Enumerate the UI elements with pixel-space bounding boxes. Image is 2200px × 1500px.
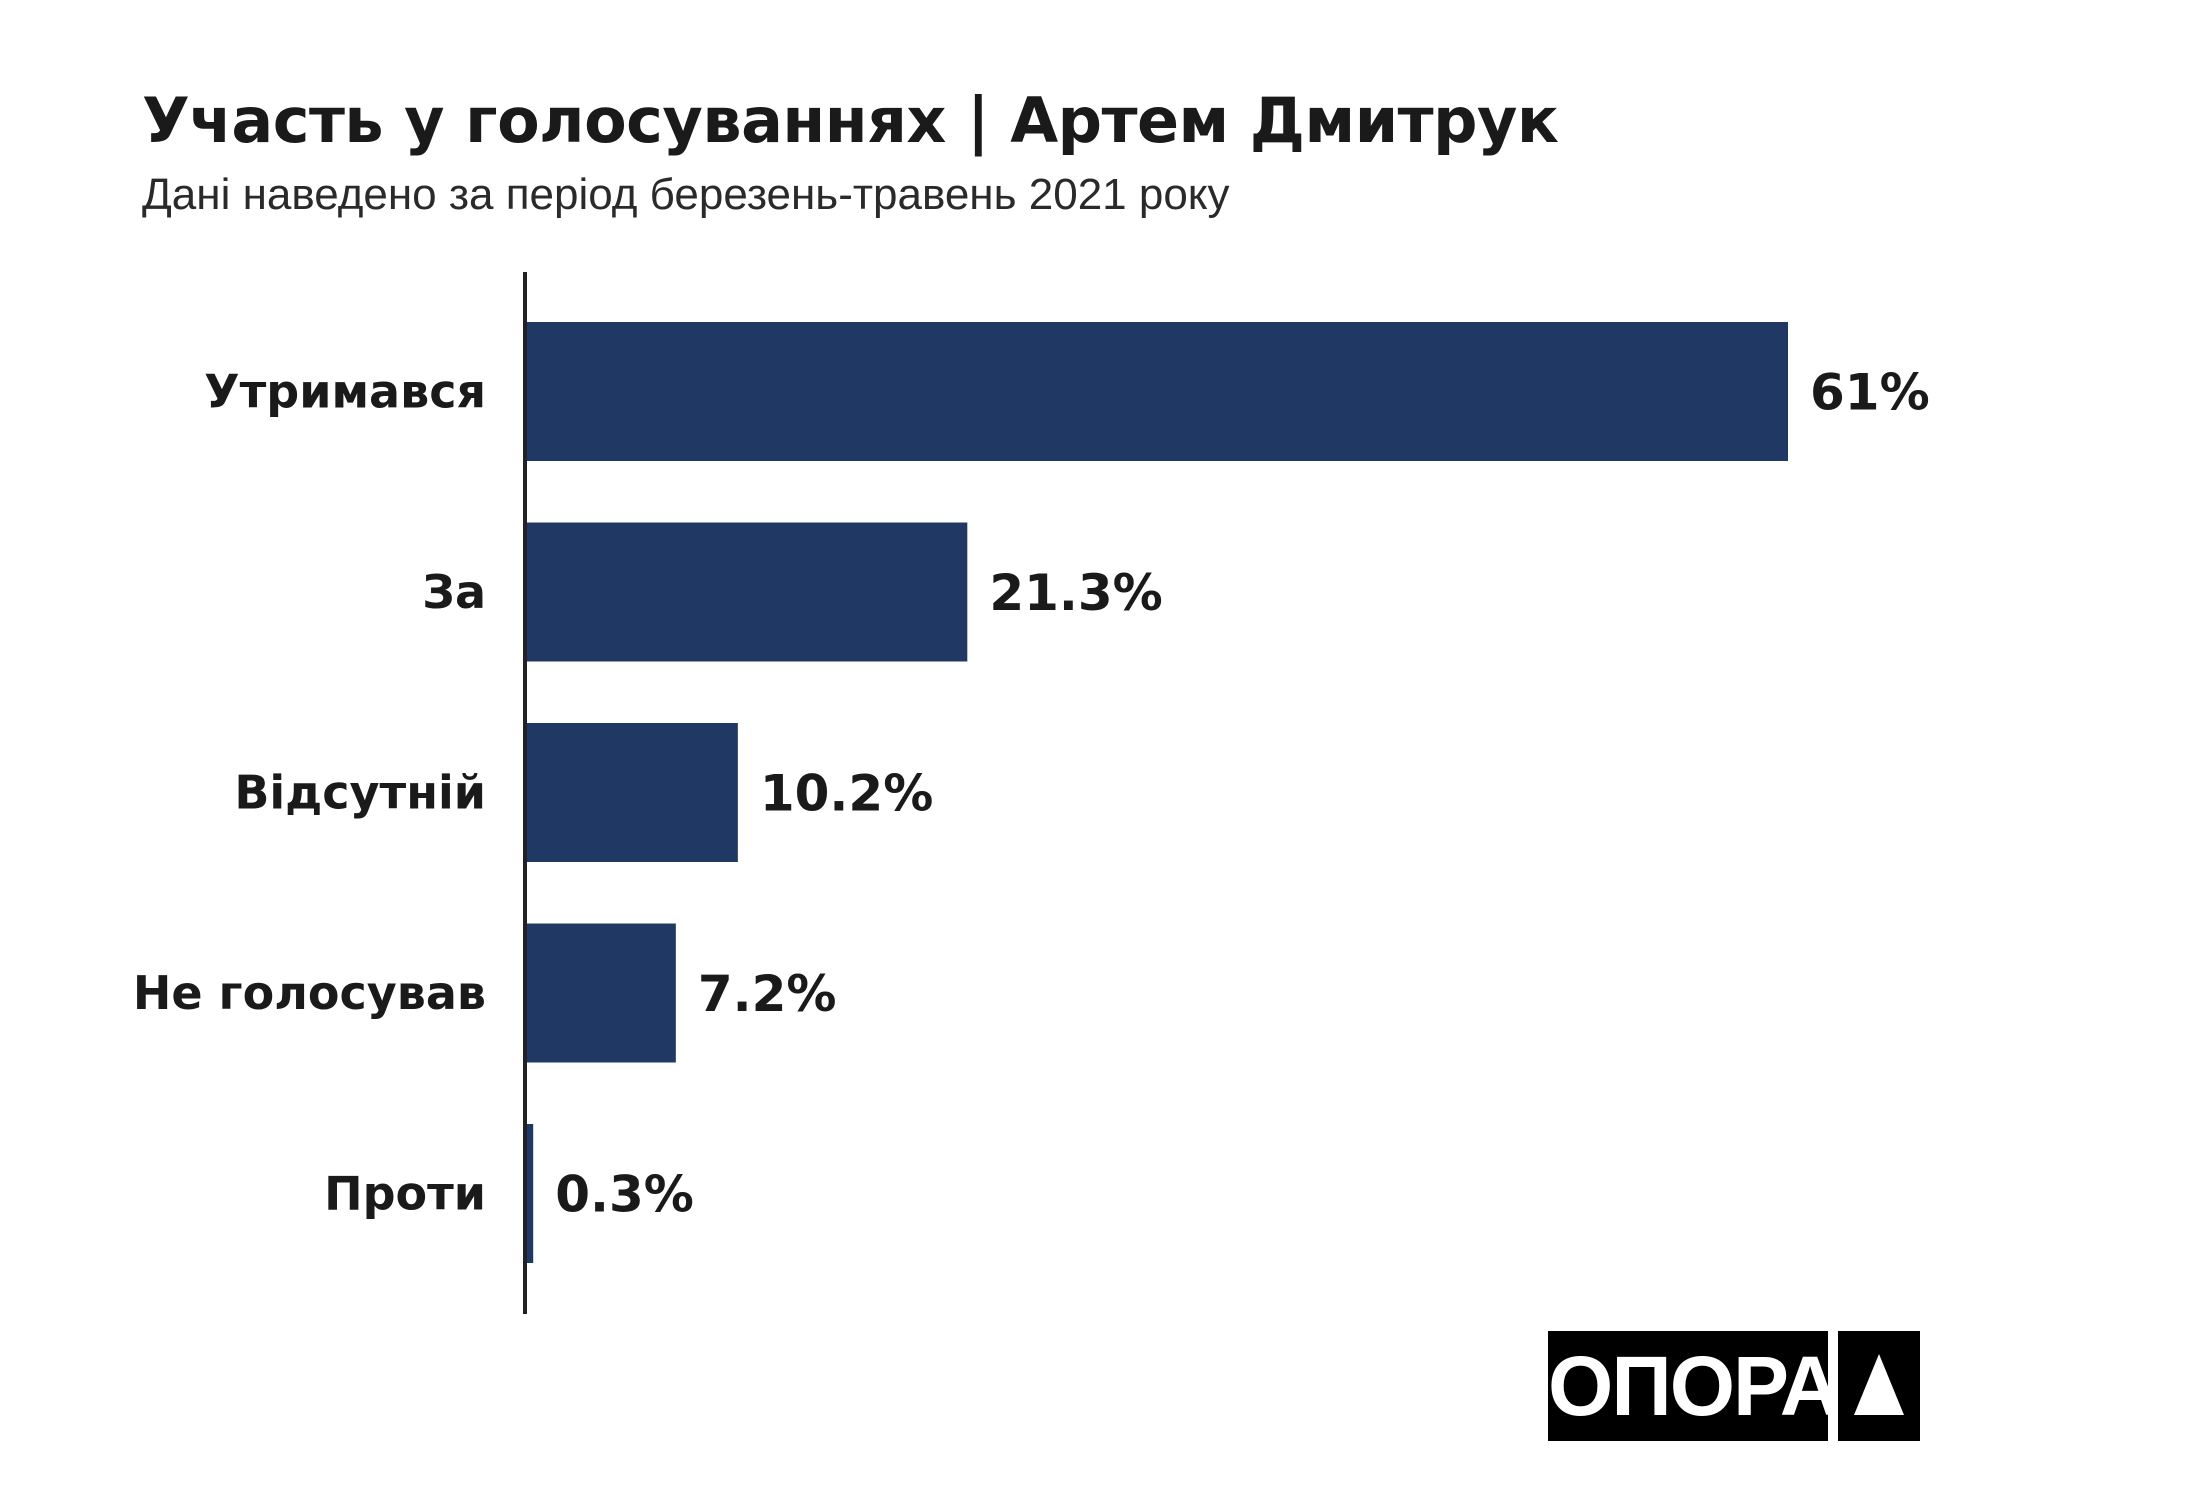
bar	[527, 723, 738, 862]
bar	[527, 522, 968, 662]
value-label: 21.3%	[989, 564, 1162, 622]
bar	[527, 1124, 534, 1263]
category-label: Проти	[324, 1167, 486, 1221]
chart-subtitle: Дані наведено за період березень-травень…	[142, 170, 1230, 219]
bar	[527, 923, 676, 1063]
category-label: Не голосував	[133, 966, 486, 1020]
chart-title: Участь у голосуваннях | Артем Дмитрук	[142, 84, 1559, 157]
value-label: 10.2%	[760, 765, 933, 823]
bar	[527, 322, 1788, 461]
category-label: Утримався	[204, 365, 486, 419]
value-label: 0.3%	[555, 1166, 694, 1224]
triangle-icon	[1838, 1331, 1920, 1441]
logo-text: ОПОРА	[1548, 1331, 1840, 1441]
category-label: Відсутній	[234, 766, 486, 820]
value-label: 7.2%	[698, 965, 837, 1023]
category-label: За	[422, 565, 486, 619]
value-label: 61%	[1810, 364, 1930, 422]
